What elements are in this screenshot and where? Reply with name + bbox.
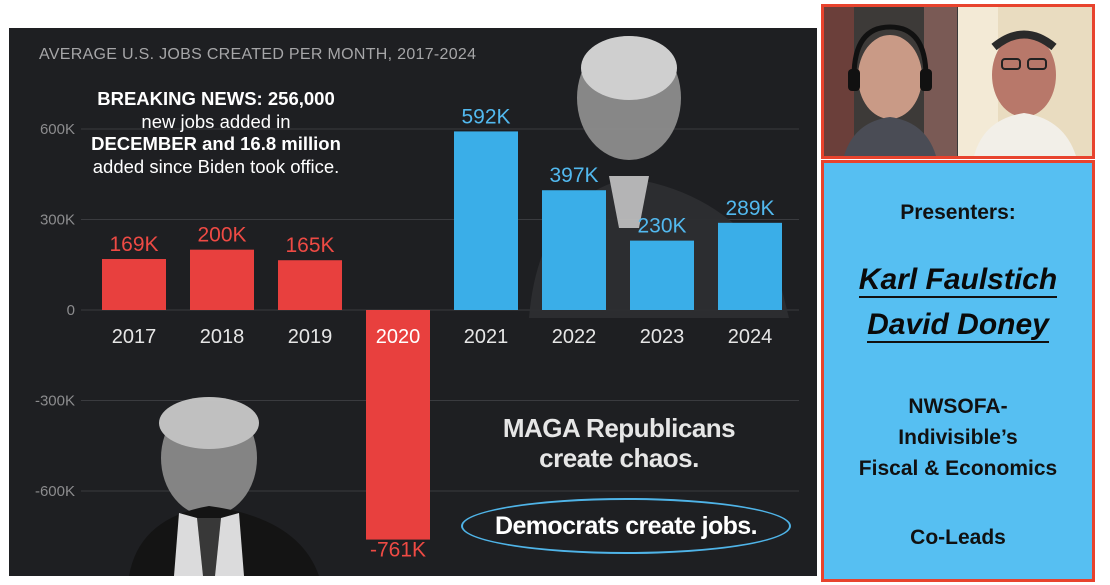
x-label-2017: 2017 xyxy=(112,326,157,348)
org-line-3: Fiscal & Economics xyxy=(858,457,1058,480)
bar-2023 xyxy=(630,240,694,310)
breaking-line-4: added since Biden took office. xyxy=(92,155,340,177)
x-label-2023: 2023 xyxy=(640,326,685,348)
bar-2018 xyxy=(190,249,254,310)
x-label-2021: 2021 xyxy=(464,326,509,348)
org-line-2: Indivisible’s xyxy=(898,426,1018,449)
y-tick-label: 300K xyxy=(40,212,75,229)
video-participants xyxy=(824,7,1092,156)
x-label-2022: 2022 xyxy=(552,326,597,348)
democrats-slogan: Democrats create jobs. xyxy=(461,498,791,554)
x-labels: 2017 2018 2019 2020 2021 2022 2023 2024 xyxy=(112,326,773,348)
maga-slogan: MAGA Republicans create chaos. xyxy=(479,413,759,473)
bar-2019 xyxy=(278,260,342,310)
presenter-name-1: Karl Faulstich xyxy=(824,263,1092,298)
y-tick-label: -300K xyxy=(35,393,75,410)
presenters-panel: Presenters: Karl Faulstich David Doney N… xyxy=(821,160,1095,582)
presenter-role: Co-Leads xyxy=(910,526,1006,549)
value-labels: 169K 200K 165K -761K 592K 397K 230K 289K xyxy=(109,105,774,561)
value-label-2020: -761K xyxy=(370,539,426,562)
presenter-name-2: David Doney xyxy=(824,308,1092,343)
breaking-news-annotation: BREAKING NEWS: 256,000 new jobs added in… xyxy=(51,88,381,178)
bar-2024 xyxy=(718,222,782,310)
breaking-line-1: BREAKING NEWS: 256,000 xyxy=(97,88,335,109)
bar-2021 xyxy=(454,131,518,310)
value-label-2018: 200K xyxy=(197,224,246,247)
value-label-2024: 289K xyxy=(725,197,774,220)
chart-title: AVERAGE U.S. JOBS CREATED PER MONTH, 201… xyxy=(39,46,477,63)
value-label-2019: 165K xyxy=(285,234,334,257)
presenter-organization: NWSOFA- Indivisible’s Fiscal & Economics xyxy=(824,391,1092,484)
x-label-2018: 2018 xyxy=(200,326,245,348)
x-label-2020: 2020 xyxy=(376,326,421,348)
x-label-2024: 2024 xyxy=(728,326,773,348)
jobs-chart-slide: 600K 300K 0 -300K -600K 169K 200K 165K -761K 592… xyxy=(9,28,817,576)
value-label-2017: 169K xyxy=(109,233,158,256)
presenter-name-1-text: Karl Faulstich xyxy=(858,263,1058,298)
breaking-line-2: new jobs added in xyxy=(141,110,291,132)
presenters-heading: Presenters: xyxy=(900,201,1016,224)
bar-2020 xyxy=(366,310,430,540)
participant-1-face xyxy=(858,35,922,119)
bar-2017 xyxy=(102,259,166,310)
breaking-line-3: DECEMBER and 16.8 million xyxy=(91,133,341,154)
maga-slogan-line-1: MAGA Republicans xyxy=(502,413,736,443)
x-label-2019: 2019 xyxy=(288,326,333,348)
video-feed xyxy=(821,4,1095,159)
value-label-2021: 592K xyxy=(461,105,510,128)
value-label-2023: 230K xyxy=(637,215,686,238)
bars xyxy=(102,131,782,540)
bar-2022 xyxy=(542,190,606,310)
participant-2-face xyxy=(992,33,1056,117)
y-tick-label: 0 xyxy=(67,302,75,319)
y-tick-labels: 600K 300K 0 -300K -600K xyxy=(35,121,75,500)
org-line-1: NWSOFA- xyxy=(908,395,1008,418)
y-tick-label: 600K xyxy=(40,121,75,138)
bar-chart: 600K 300K 0 -300K -600K 169K 200K 165K -761K 592… xyxy=(35,36,799,576)
value-label-2022: 397K xyxy=(549,164,598,187)
headphones-icon xyxy=(851,24,929,78)
y-tick-label: -600K xyxy=(35,483,75,500)
trump-photo xyxy=(129,397,319,576)
presenter-name-2-text: David Doney xyxy=(867,308,1049,343)
maga-slogan-line-2: create chaos. xyxy=(539,443,699,473)
